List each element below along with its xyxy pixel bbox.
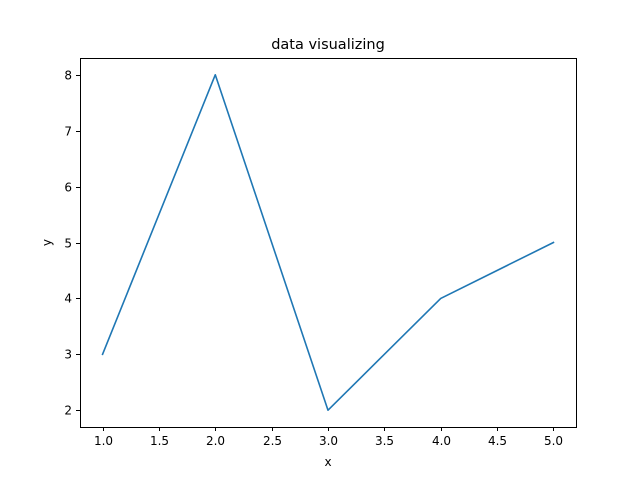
series-layer [101, 73, 555, 412]
y-tick-label: 7 [64, 125, 72, 139]
series-line [101, 73, 555, 412]
x-tick-label: 4.0 [432, 434, 451, 448]
x-tick-label: 3.0 [319, 434, 338, 448]
y-tick-label: 4 [64, 292, 72, 306]
x-tick-label: 4.5 [488, 434, 507, 448]
y-tick-label: 6 [64, 181, 72, 195]
chart-title: data visualizing [271, 37, 385, 53]
x-tick-label: 5.0 [544, 434, 563, 448]
y-tick-label: 2 [64, 404, 72, 418]
y-tick-label: 3 [64, 348, 72, 362]
x-tick-label: 2.0 [206, 434, 225, 448]
x-tick-label: 2.5 [263, 434, 282, 448]
y-tick-label: 8 [64, 69, 72, 83]
y-axis: 2 3 4 5 6 7 8 [64, 69, 80, 418]
x-axis-label: x [324, 455, 331, 469]
x-tick-label: 1.5 [150, 434, 169, 448]
plot-area-frame [80, 58, 577, 428]
y-axis-label: y [40, 239, 54, 246]
x-tick-label: 1.0 [94, 434, 113, 448]
y-tick-label: 5 [64, 237, 72, 251]
x-tick-label: 3.5 [375, 434, 394, 448]
x-axis: 1.0 1.5 2.0 2.5 3.0 3.5 4.0 4.5 5.0 [94, 427, 563, 448]
